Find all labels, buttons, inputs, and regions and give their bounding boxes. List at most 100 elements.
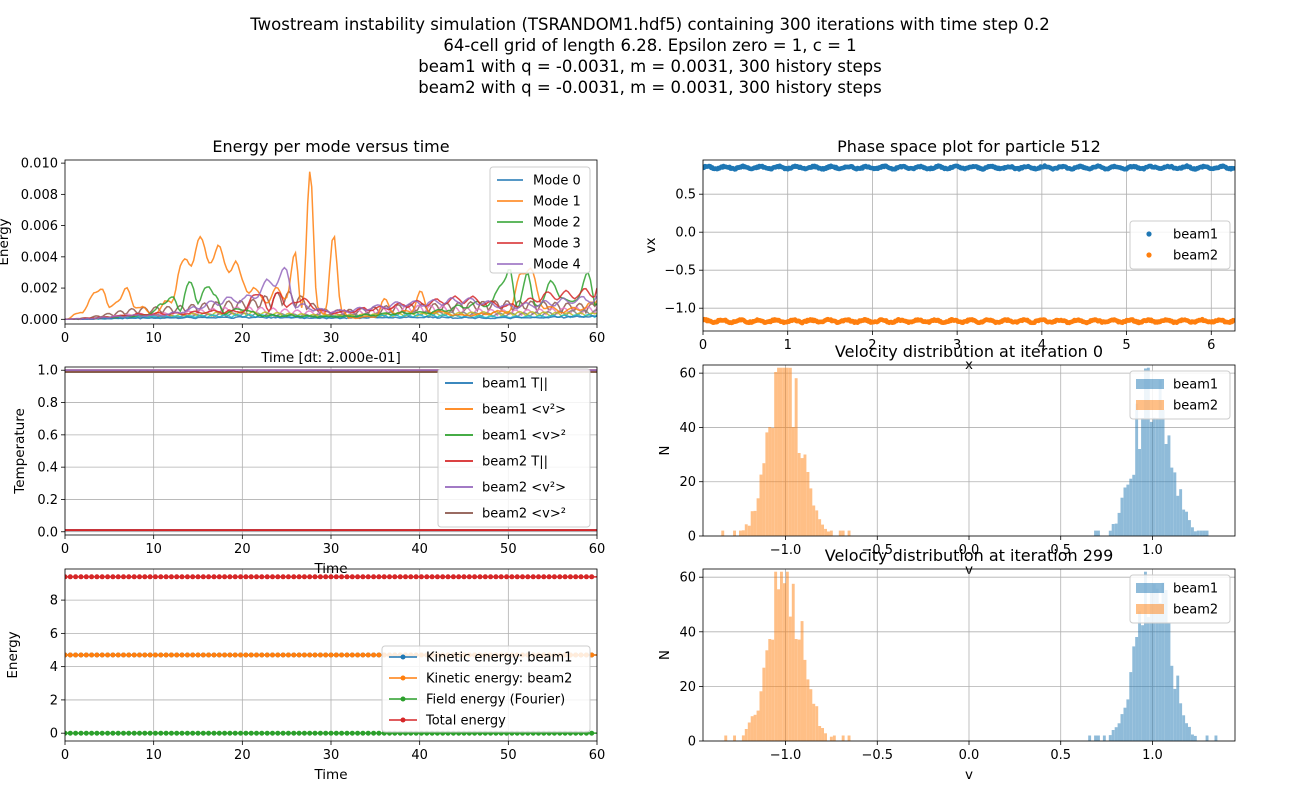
energy-marker xyxy=(349,730,355,736)
energy-marker xyxy=(307,652,313,658)
energy-marker xyxy=(339,730,345,736)
energy-marker xyxy=(254,652,259,658)
histogram-bar xyxy=(1144,368,1147,536)
histogram-bar xyxy=(774,571,778,741)
legend-label: Field energy (Fourier) xyxy=(426,693,565,708)
histogram-bar xyxy=(750,716,754,741)
energy-marker xyxy=(498,574,504,580)
x-tick-label: 0.5 xyxy=(1050,543,1071,558)
energy-marker xyxy=(333,730,339,736)
energy-marker xyxy=(200,574,206,580)
x-tick-label: 0 xyxy=(699,338,707,353)
energy-marker xyxy=(509,574,515,580)
energy-marker xyxy=(184,730,190,736)
legend-label: beam2 <v>² xyxy=(482,507,566,522)
energy-marker xyxy=(184,652,190,658)
legend-label: beam1 <v²> xyxy=(482,403,566,418)
histogram-bar xyxy=(1179,489,1183,536)
histogram-bar xyxy=(753,714,757,741)
energy-marker xyxy=(248,652,254,658)
energy-marker xyxy=(168,574,174,580)
histogram-bar xyxy=(829,530,833,536)
y-tick-label: 0 xyxy=(50,727,58,742)
energy-marker xyxy=(243,730,249,736)
legend-label: Kinetic energy: beam2 xyxy=(426,672,572,687)
panel-vdist-299: −1.0 −0.5 0.0 0.5 1.0 0 20 40 60 beam1 beam2 Veloci… xyxy=(657,546,1236,783)
legend-label: Mode 0 xyxy=(533,174,581,189)
energy-marker xyxy=(349,574,355,580)
y-tick-label: 0.6 xyxy=(37,428,58,443)
energy-marker xyxy=(323,730,329,736)
energy-marker xyxy=(67,652,73,658)
histogram-bar xyxy=(1149,592,1153,741)
axes-frame xyxy=(64,159,598,325)
x-tick-label: 0.0 xyxy=(959,543,980,558)
energy-marker xyxy=(339,574,345,580)
y-tick-label: −0.5 xyxy=(664,264,696,279)
energy-marker xyxy=(328,652,334,658)
energy-marker xyxy=(440,574,446,580)
x-tick-label: 60 xyxy=(589,542,606,557)
histogram-bar xyxy=(1188,520,1191,536)
energy-marker xyxy=(232,574,238,580)
energy-marker xyxy=(583,574,589,580)
energy-marker xyxy=(344,652,350,658)
energy-marker xyxy=(291,652,297,658)
histogram-bar xyxy=(1176,495,1180,536)
energy-marker xyxy=(163,574,169,580)
histogram-bar xyxy=(1205,530,1209,536)
y-tick-label: 60 xyxy=(679,367,696,382)
energy-marker xyxy=(285,574,291,580)
energy-marker xyxy=(227,730,233,736)
x-tick-label: −0.5 xyxy=(861,748,893,763)
energy-marker xyxy=(493,574,499,580)
energy-marker xyxy=(216,574,222,580)
legend-label: beam2 xyxy=(1173,603,1218,618)
energy-marker xyxy=(270,730,275,736)
histogram-bar xyxy=(827,531,830,536)
energy-marker xyxy=(121,730,126,736)
y-tick-label: 0.010 xyxy=(21,157,58,172)
histogram-bar xyxy=(806,679,810,741)
y-tick-label: 0.5 xyxy=(675,188,696,203)
energy-marker xyxy=(238,730,244,736)
histogram-bar xyxy=(1114,727,1118,741)
axes-frame xyxy=(702,568,1236,742)
energy-marker xyxy=(360,652,366,658)
legend-label: beam1 T|| xyxy=(482,377,548,392)
x-axis-label: Time [dt: 2.000e-01] xyxy=(260,350,401,366)
phase-point xyxy=(1231,166,1235,171)
legend-label: beam2 xyxy=(1173,399,1218,414)
x-tick-label: 10 xyxy=(145,542,162,557)
energy-marker xyxy=(78,574,84,580)
y-tick-label: 0.000 xyxy=(21,313,58,328)
energy-marker xyxy=(285,730,291,736)
energy-marker xyxy=(536,574,541,580)
energy-marker xyxy=(557,574,563,580)
histogram-bar xyxy=(1158,603,1162,741)
histogram-bar xyxy=(794,639,798,741)
energy-marker xyxy=(296,652,302,658)
histogram-bar xyxy=(777,367,780,536)
histogram-bar xyxy=(1094,530,1097,536)
y-tick-label: 8 xyxy=(50,594,58,609)
energy-marker xyxy=(105,652,111,658)
energy-marker xyxy=(83,652,89,658)
energy-marker xyxy=(174,652,180,658)
energy-marker xyxy=(264,574,270,580)
histogram-bar xyxy=(1149,421,1153,536)
energy-marker xyxy=(371,730,377,736)
histogram-bar xyxy=(759,691,763,741)
histogram-bar xyxy=(783,367,786,536)
histogram-bar xyxy=(1135,637,1139,741)
histogram-bar xyxy=(800,458,804,536)
energy-marker xyxy=(243,574,249,580)
energy-marker xyxy=(147,730,153,736)
energy-marker xyxy=(94,652,100,658)
energy-marker xyxy=(99,730,105,736)
y-tick-label: 2 xyxy=(50,693,58,708)
energy-marker xyxy=(259,730,265,736)
y-tick-label: 0.004 xyxy=(21,250,58,265)
energy-marker xyxy=(137,574,142,580)
legend-label: Total energy xyxy=(425,714,506,729)
